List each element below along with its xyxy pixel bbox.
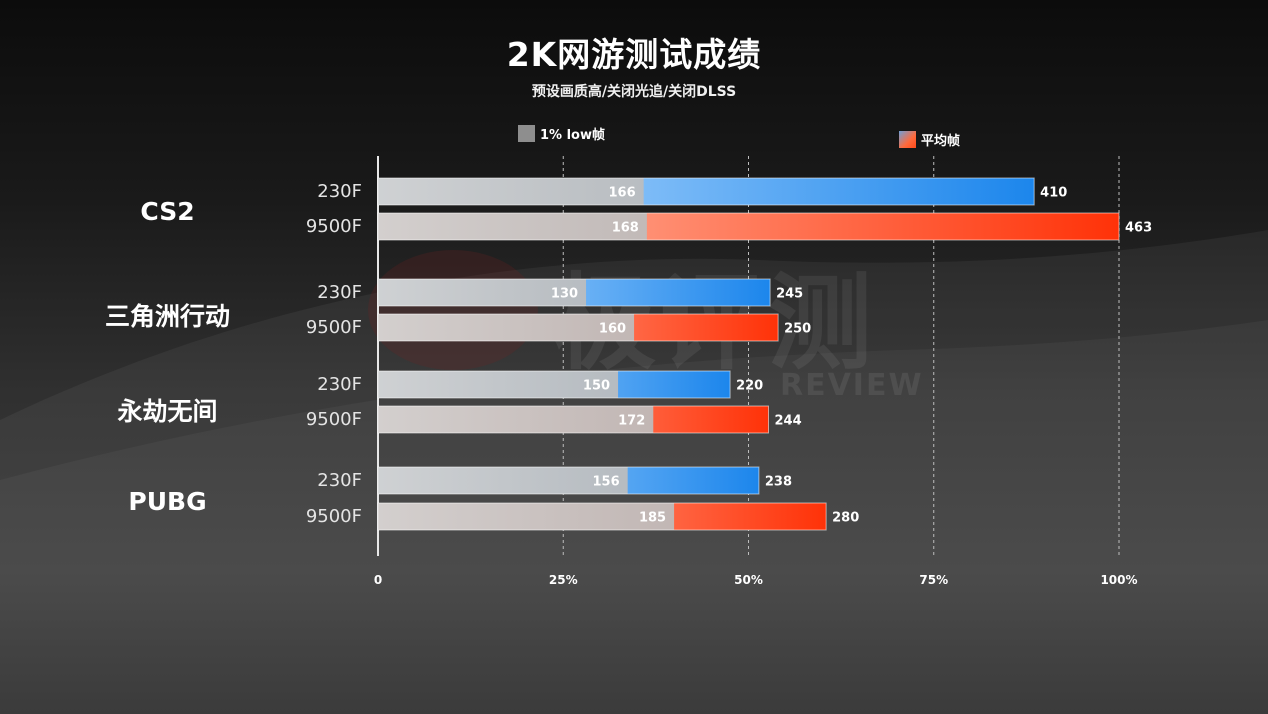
legend-low: 1% low帧 [518, 124, 605, 143]
bar-outline [377, 370, 731, 399]
cpu-label: 230F [317, 374, 362, 395]
chart-title: 2K网游测试成绩 [506, 35, 762, 74]
bar-outline [377, 405, 770, 434]
low-fps-bar [378, 279, 587, 306]
cpu-label: 230F [317, 470, 362, 491]
low-fps-bar [378, 178, 644, 205]
legend-low-label: 1% low帧 [540, 128, 605, 143]
cpu-label: 9500F [305, 216, 362, 237]
game-label-pubg: PUBG [128, 487, 207, 516]
cpu-label: 9500F [305, 506, 362, 527]
x-tick-label: 0 [374, 573, 382, 587]
legend-avg: 平均帧 [899, 130, 960, 149]
avg-value-label: 244 [775, 414, 802, 429]
bar-outline [377, 502, 827, 531]
avg-value-label: 238 [765, 475, 792, 490]
cpu-label: 9500F [305, 409, 362, 430]
game-label-cs2: CS2 [140, 197, 195, 226]
low-value-label: 172 [618, 414, 645, 429]
low-fps-bar [378, 371, 619, 398]
bar-outline [377, 466, 760, 495]
low-value-label: 160 [599, 322, 626, 337]
game-label-naraka: 永劫无间 [117, 397, 218, 426]
low-fps-bar [378, 314, 635, 341]
watermark-subtext: REVIEW [780, 368, 924, 403]
cpu-label: 230F [317, 282, 362, 303]
cpu-label: 9500F [305, 317, 362, 338]
low-value-label: 166 [609, 186, 636, 201]
low-fps-bar [378, 467, 628, 494]
low-value-label: 150 [583, 379, 610, 394]
x-tick-label: 25% [549, 573, 578, 587]
x-tick-label: 75% [919, 573, 948, 587]
avg-value-label: 280 [832, 511, 859, 526]
low-value-label: 130 [551, 287, 578, 302]
avg-value-label: 410 [1040, 186, 1067, 201]
chart-subtitle: 预设画质高/关闭光追/关闭DLSS [531, 84, 737, 100]
low-value-label: 156 [593, 475, 620, 490]
x-tick-label: 50% [734, 573, 763, 587]
avg-value-label: 250 [784, 322, 811, 337]
bar-outline [377, 278, 771, 307]
avg-value-label: 245 [776, 287, 803, 302]
low-fps-bar [378, 213, 647, 240]
watermark-logo-circle [368, 250, 538, 370]
bar-outline [377, 177, 1035, 206]
low-fps-bar [378, 406, 654, 433]
low-fps-bar [378, 503, 675, 530]
legend-low-swatch [518, 125, 535, 142]
legend-avg-label: 平均帧 [921, 134, 961, 149]
low-value-label: 185 [639, 511, 666, 526]
cpu-label: 230F [317, 181, 362, 202]
legend-avg-swatch [899, 131, 916, 148]
game-label-delta: 三角洲行动 [104, 302, 230, 331]
bar-outline [377, 313, 779, 342]
avg-value-label: 220 [736, 379, 763, 394]
low-value-label: 168 [612, 221, 639, 236]
bar-outline [377, 212, 1120, 241]
avg-value-label: 463 [1125, 221, 1152, 236]
x-tick-label: 100% [1100, 573, 1137, 587]
